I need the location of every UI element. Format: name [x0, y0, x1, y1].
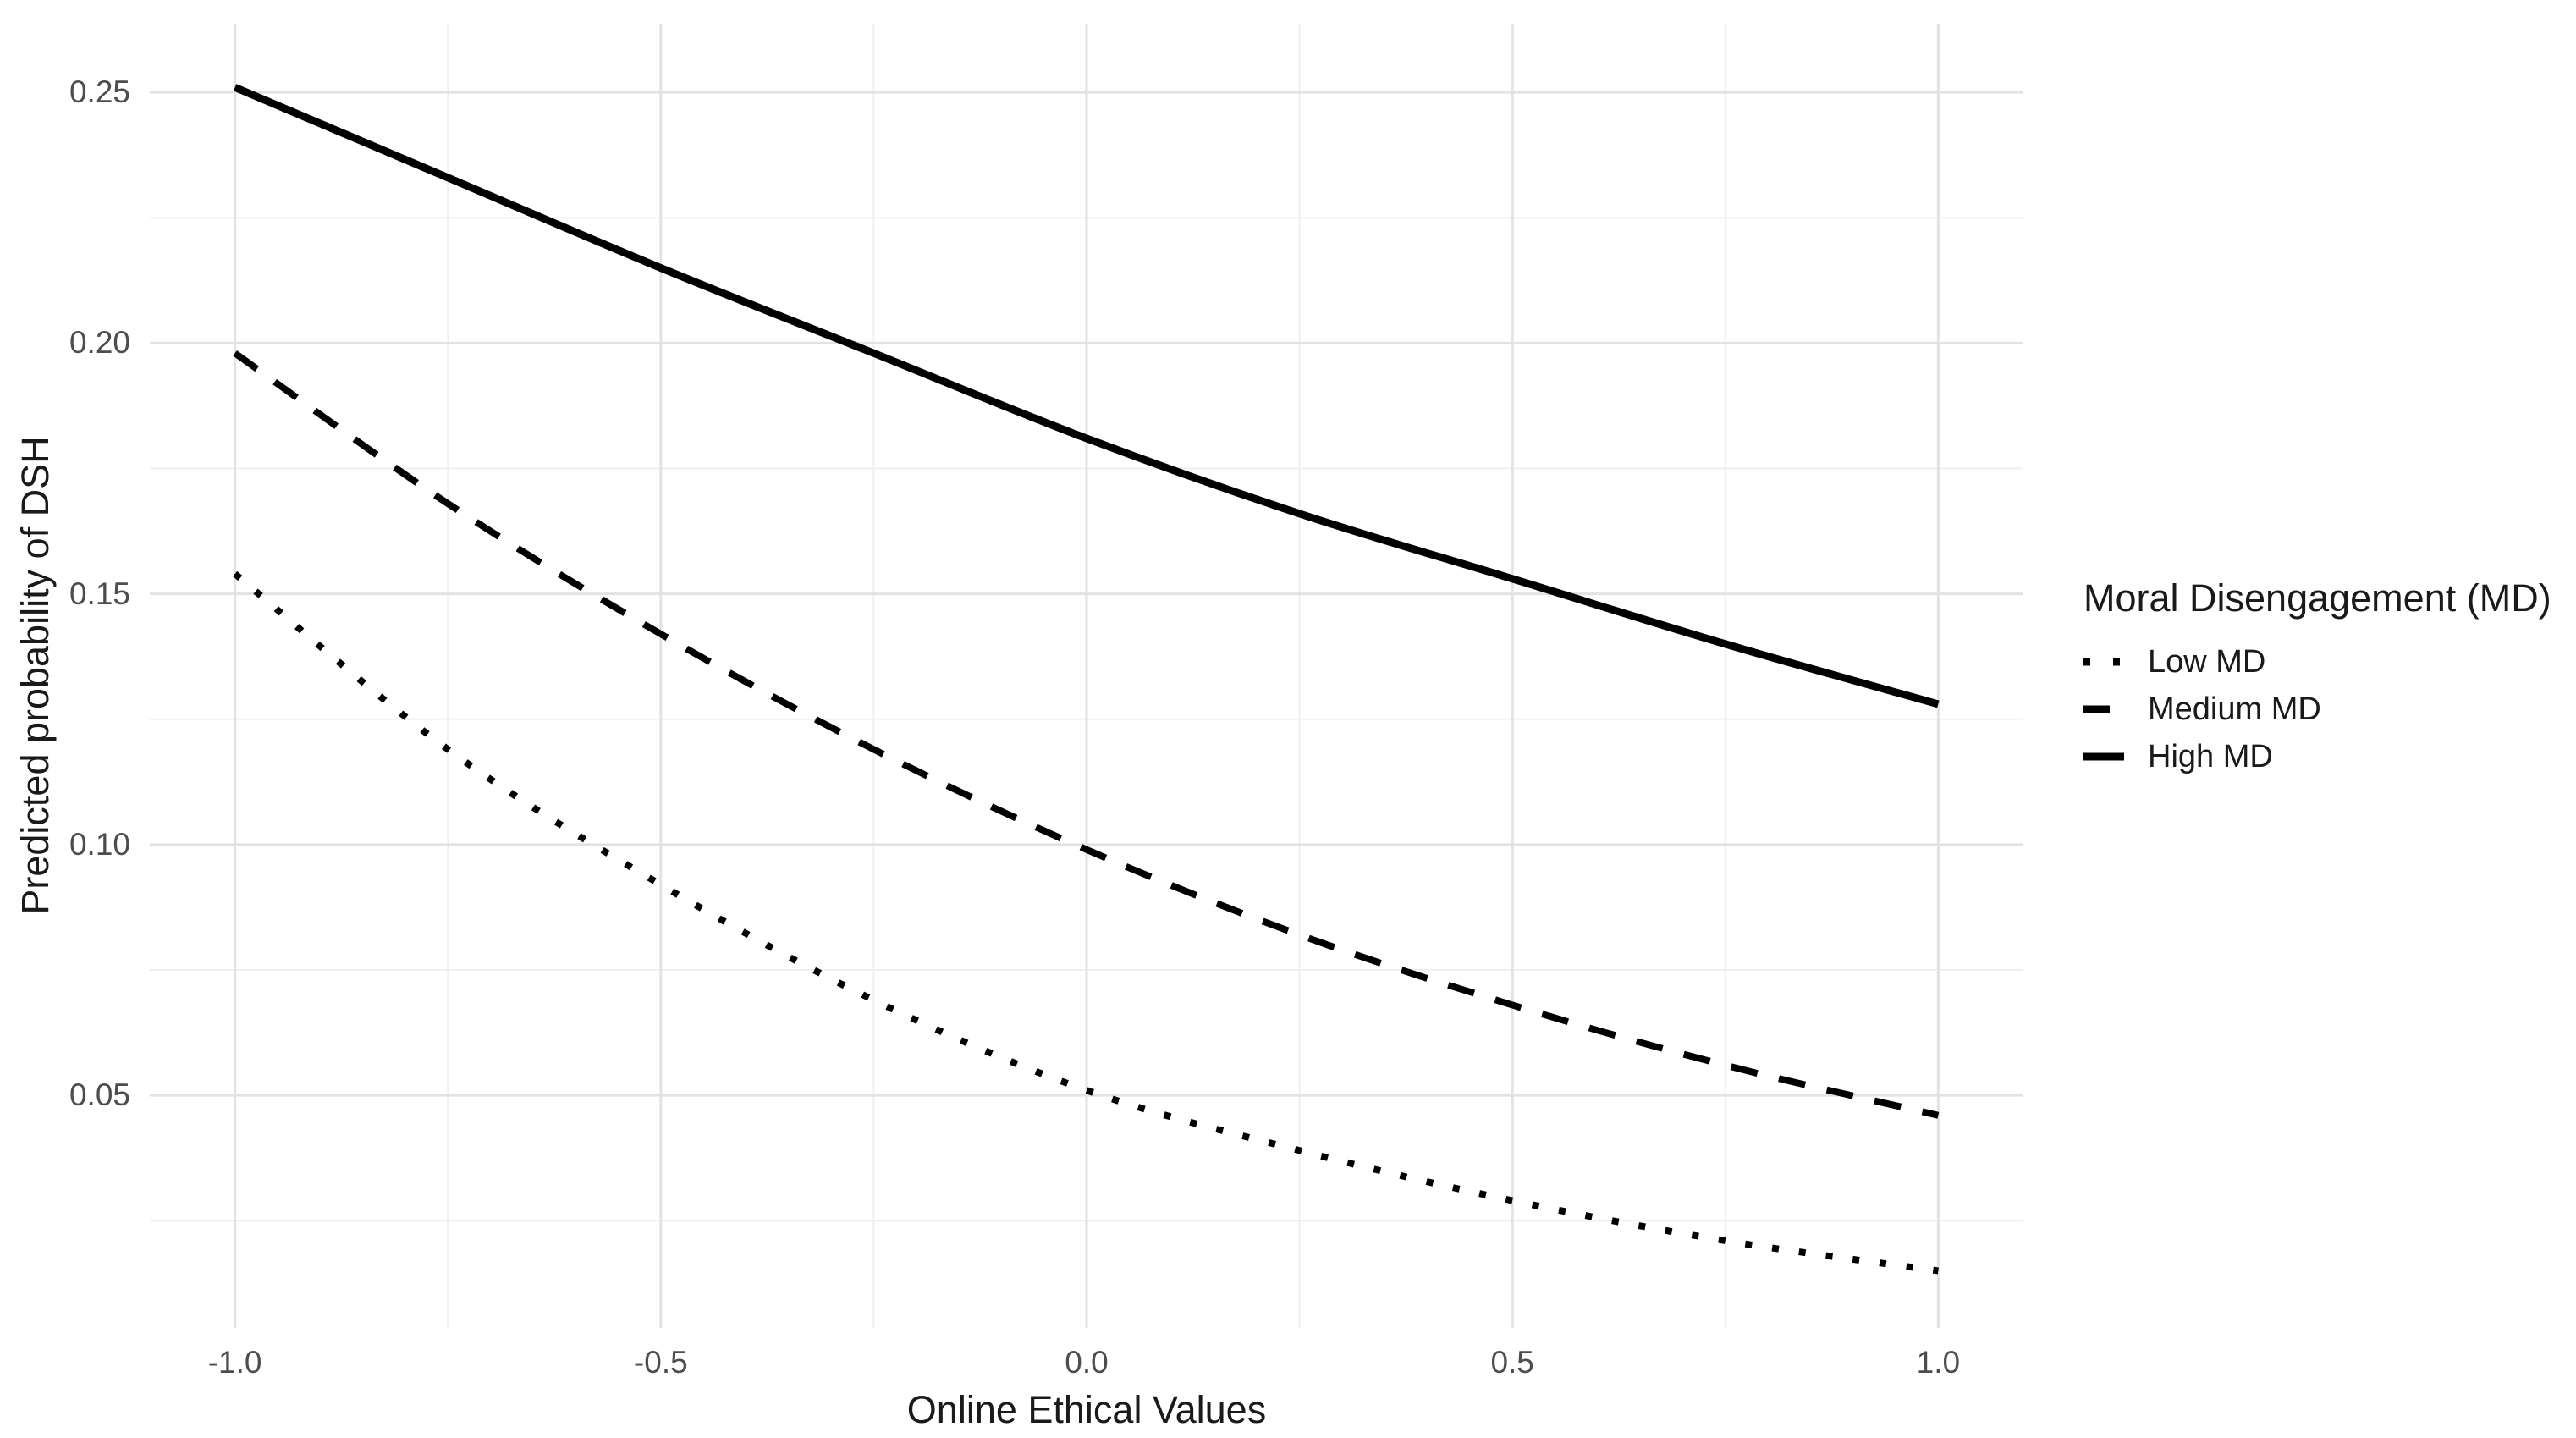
legend-title: Moral Disengagement (MD) [2083, 576, 2551, 620]
y-axis-tick-labels: 0.05 0.10 0.15 0.20 0.25 [0, 0, 135, 1438]
legend-item-medium-md: Medium MD [2083, 686, 2551, 733]
y-tick-label: 0.25 [69, 74, 130, 110]
x-tick-label: 0.0 [1065, 1345, 1109, 1380]
legend-label: Medium MD [2148, 691, 2321, 727]
y-tick-label: 0.15 [69, 576, 130, 611]
legend-item-high-md: High MD [2083, 733, 2551, 780]
legend: Moral Disengagement (MD) Low MD Medium MD… [2083, 579, 2551, 780]
legend-item-low-md: Low MD [2083, 638, 2551, 686]
legend-key-dashed-icon [2083, 705, 2124, 713]
y-tick-label: 0.10 [69, 826, 130, 862]
x-axis-title: Online Ethical Values [906, 1388, 1267, 1431]
series-line-medium-md [233, 350, 1940, 1119]
legend-label: High MD [2148, 738, 2273, 774]
y-tick-label: 0.20 [69, 325, 130, 361]
series-line-high-md [233, 84, 1940, 708]
x-tick-label: -0.5 [633, 1345, 688, 1380]
y-tick-label: 0.05 [69, 1077, 130, 1113]
legend-items: Low MD Medium MD High MD [2083, 638, 2551, 780]
x-tick-label: 1.0 [1916, 1345, 1961, 1380]
series-line-low-md [233, 570, 1939, 1275]
x-tick-label: 0.5 [1490, 1345, 1534, 1380]
legend-label: Low MD [2148, 643, 2266, 680]
x-tick-label: -1.0 [207, 1345, 262, 1380]
legend-key-dotted-icon [2083, 658, 2124, 666]
legend-key-solid-icon [2083, 752, 2124, 761]
